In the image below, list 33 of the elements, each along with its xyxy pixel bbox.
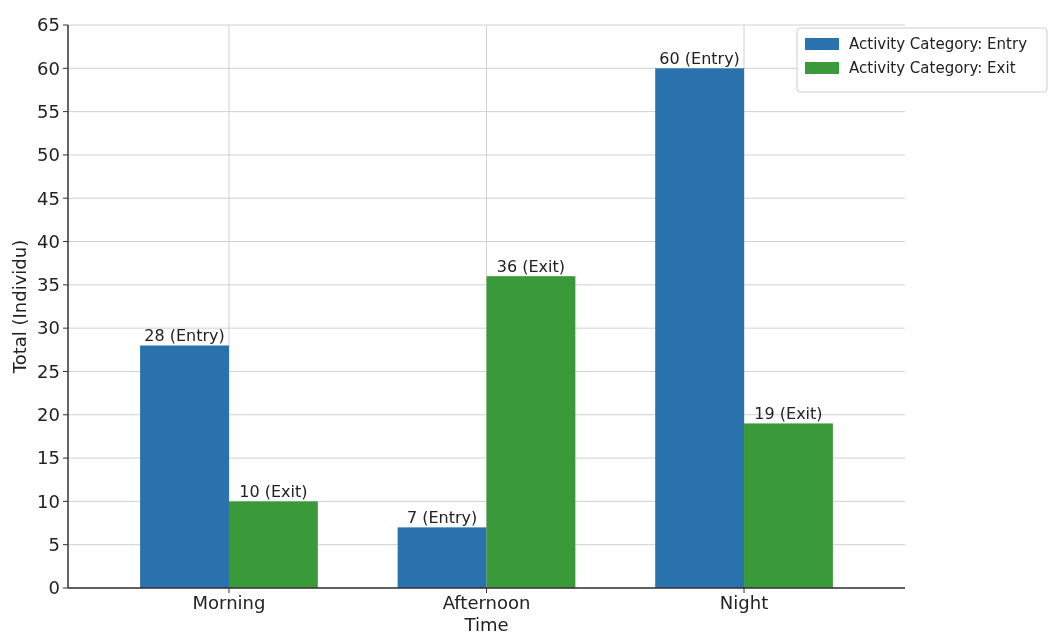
y-tick-label: 55 [37, 100, 60, 122]
y-axis-title: Total (Individu) [9, 239, 30, 375]
data-label: 28 (Entry) [144, 326, 225, 346]
bar [744, 423, 833, 588]
x-axis-title: Time [463, 614, 509, 635]
y-tick-label: 10 [37, 490, 60, 512]
data-label: 19 (Exit) [754, 404, 823, 424]
y-tick-label: 0 [48, 577, 60, 599]
bar [397, 527, 487, 588]
y-tick-label: 5 [48, 533, 60, 555]
x-tick-label: Night [719, 592, 769, 613]
bar [140, 345, 229, 588]
y-tick-label: 45 [37, 187, 60, 209]
y-tick-label: 25 [37, 360, 60, 382]
data-label: 36 (Exit) [496, 257, 566, 277]
y-tick-label: 30 [37, 317, 60, 339]
y-tick-label: 60 [37, 57, 60, 79]
y-tick-label: 50 [37, 144, 60, 166]
data-label: 10 (Exit) [239, 482, 308, 502]
data-label: 60 (Entry) [659, 49, 740, 69]
bar [486, 276, 576, 588]
data-label: 7 (Entry) [406, 508, 478, 528]
legend-label: Activity Category: Exit [849, 59, 1016, 78]
y-tick-label: 35 [37, 274, 60, 296]
y-tick-label: 40 [37, 230, 60, 252]
x-tick-label: Morning [192, 592, 266, 613]
y-tick-label: 65 [37, 14, 60, 36]
y-tick-label: 15 [37, 447, 60, 469]
legend-label: Activity Category: Entry [849, 35, 1028, 54]
bar [655, 68, 745, 588]
bar [228, 501, 318, 588]
x-tick-label: Afternoon [442, 592, 531, 613]
y-tick-label: 20 [37, 404, 60, 426]
